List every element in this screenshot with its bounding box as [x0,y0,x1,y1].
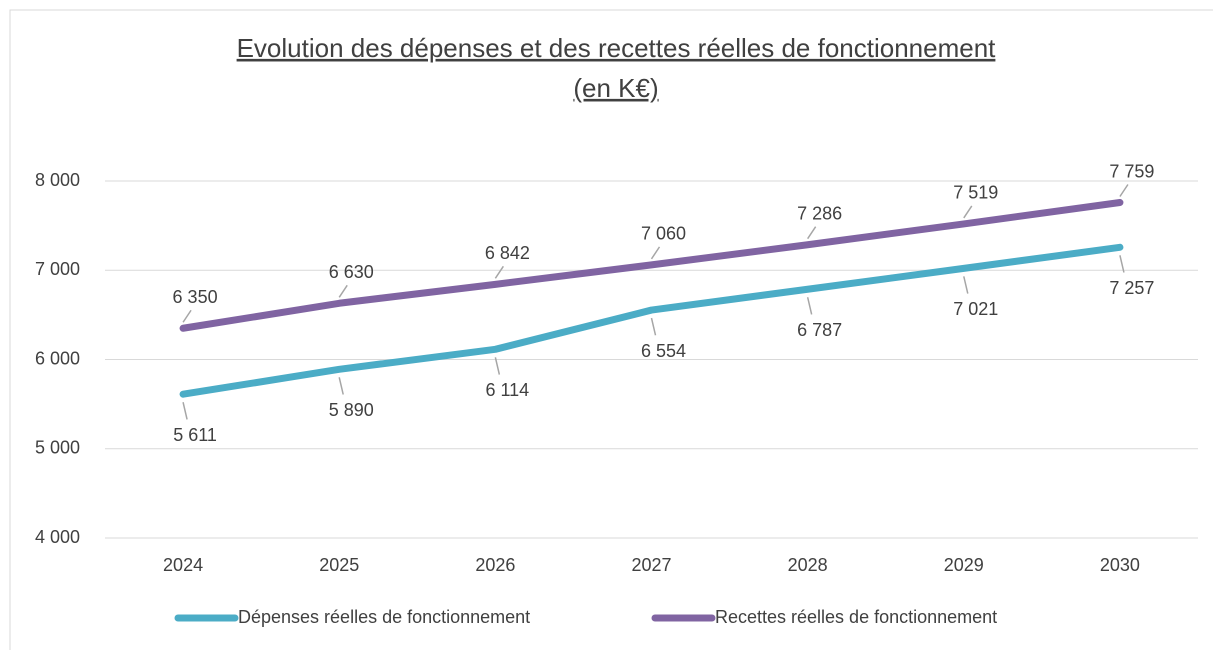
label-leader [1119,184,1129,197]
x-tick-label: 2026 [475,555,515,575]
y-tick-label: 7 000 [35,259,80,279]
label-leader [807,226,817,240]
x-tick-label: 2025 [319,555,359,575]
chart-frame [9,9,1213,650]
label-leader [182,402,188,420]
label-leader [494,265,504,279]
x-tick-label: 2024 [163,555,203,575]
series-line [179,199,1124,332]
x-tick-label: 2027 [631,555,671,575]
data-label: 6 842 [485,243,530,263]
data-label: 7 021 [953,299,998,319]
data-label: 7 759 [1109,161,1154,181]
data-label: 7 060 [641,224,686,244]
y-tick-label: 4 000 [35,527,80,547]
data-label: 6 350 [173,287,218,307]
data-label: 6 114 [485,380,529,400]
label-leader [963,276,969,294]
x-tick-label: 2028 [788,555,828,575]
data-label: 7 257 [1109,278,1154,298]
legend-label: Dépenses réelles de fonctionnement [238,607,530,627]
x-tick-label: 2030 [1100,555,1140,575]
data-label: 6 787 [797,320,842,340]
y-tick-label: 8 000 [35,170,80,190]
label-leader [494,357,501,375]
data-label: 5 890 [329,400,374,420]
label-leader [963,205,973,219]
label-leader [650,317,657,336]
chart-title: Evolution des dépenses et des recettes r… [237,33,997,63]
chart-title: (en K€) [573,73,658,103]
y-tick-label: 5 000 [35,438,80,458]
label-leader [650,246,661,260]
y-tick-label: 6 000 [35,348,80,368]
series-line [179,243,1124,398]
data-label: 6 554 [641,341,686,361]
data-label: 7 286 [797,203,842,223]
label-leader [1119,255,1125,273]
data-label: 6 630 [329,262,374,282]
label-leader [338,284,348,298]
label-leader [338,377,344,395]
data-label: 5 611 [173,425,217,445]
data-label: 7 519 [953,183,998,203]
x-tick-label: 2029 [944,555,984,575]
label-leader [182,309,192,323]
label-leader [806,297,813,315]
legend-label: Recettes réelles de fonctionnement [715,607,997,627]
